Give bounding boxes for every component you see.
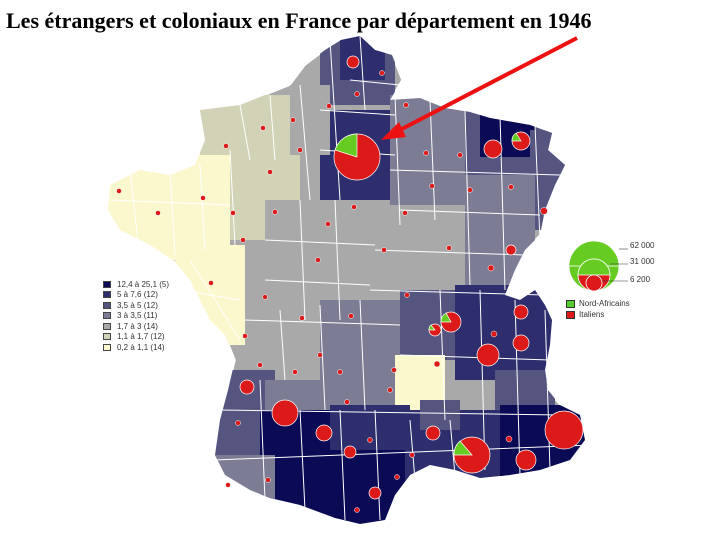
- legend-class-row: 0,2 à 1,1 (14): [103, 342, 169, 353]
- pie-var: [515, 449, 537, 471]
- italian-label: Italiens: [579, 310, 605, 319]
- region-gard: [420, 400, 460, 430]
- pie-haute-savoie: [512, 334, 530, 352]
- pie-rhone: [428, 323, 442, 337]
- pie-nord: [346, 55, 360, 69]
- legend-class-row: 12,4 à 25,1 (5): [103, 279, 169, 290]
- pie-seine: [333, 133, 381, 181]
- legend-class-swatch: [103, 333, 111, 341]
- nationality-row-italian: Italiens: [566, 309, 630, 320]
- legend-class-label: 12,4 à 25,1 (5): [117, 279, 170, 289]
- pie-pyrenees-orientales: [368, 486, 382, 500]
- pie-lot-et-garonne: [271, 399, 299, 427]
- pie-herault: [425, 425, 441, 441]
- legend-class-label: 1,7 à 3 (14): [117, 321, 158, 331]
- pie-bouches-du-rhone: [453, 436, 491, 474]
- legend-class-swatch: [103, 312, 111, 320]
- department-dots: [116, 70, 548, 513]
- pie-isere: [440, 311, 462, 333]
- legend-class-row: 3 à 3,5 (11): [103, 311, 169, 322]
- pie-tarn: [315, 424, 333, 442]
- size-label-small: 6 200: [630, 275, 651, 284]
- region-normandy: [200, 95, 300, 155]
- pie-doubs: [505, 244, 517, 256]
- region-alps: [455, 285, 555, 380]
- legend-class-swatch: [103, 301, 111, 309]
- legend-class-row: 1,7 à 3 (14): [103, 321, 169, 332]
- size-legend-symbols: [568, 240, 628, 292]
- pie-symbols: [239, 55, 584, 500]
- size-label-large: 62 000: [630, 241, 655, 250]
- north-african-label: Nord-Africains: [579, 299, 630, 308]
- legend-class-row: 5 à 7,6 (12): [103, 290, 169, 301]
- pie-gironde: [239, 379, 255, 395]
- size-label-medium: 31 000: [630, 257, 655, 266]
- region-champagne: [390, 95, 470, 225]
- legend-class-swatch: [103, 280, 111, 288]
- nationality-row-north-african: Nord-Africains: [566, 298, 630, 309]
- pie-aude: [343, 445, 357, 459]
- nationality-legend: Nord-Africains Italiens: [566, 298, 630, 320]
- legend-class-label: 0,2 à 1,1 (14): [117, 342, 165, 352]
- pie-moselle: [511, 131, 531, 151]
- north-african-swatch: [566, 299, 575, 308]
- pie-savoie: [513, 304, 529, 320]
- legend-class-swatch: [103, 322, 111, 330]
- legend-class-row: 1,1 à 1,7 (12): [103, 332, 169, 343]
- region-west: [108, 150, 230, 260]
- legend-class-swatch: [103, 291, 111, 299]
- red-arrow: [381, 36, 578, 140]
- map-title: Les étrangers et coloniaux en France par…: [6, 8, 592, 33]
- class-legend: 12,4 à 25,1 (5) 5 à 7,6 (12) 3,5 à 5 (12) 3…: [103, 279, 169, 353]
- pie-drome: [476, 343, 500, 367]
- region-franche-comte: [465, 175, 535, 285]
- italian-swatch: [566, 310, 575, 319]
- pie-meurthe: [483, 139, 503, 159]
- region-picardy: [290, 85, 330, 155]
- legend-class-swatch: [103, 343, 111, 351]
- legend-class-label: 3,5 à 5 (12): [117, 300, 158, 310]
- legend-class-label: 5 à 7,6 (12): [117, 290, 158, 300]
- legend-class-row: 3,5 à 5 (12): [103, 300, 169, 311]
- legend-class-label: 3 à 3,5 (11): [117, 311, 158, 321]
- pie-alpes-maritimes: [544, 410, 584, 450]
- department-borders: [109, 36, 585, 521]
- legend-class-label: 1,1 à 1,7 (12): [117, 332, 165, 342]
